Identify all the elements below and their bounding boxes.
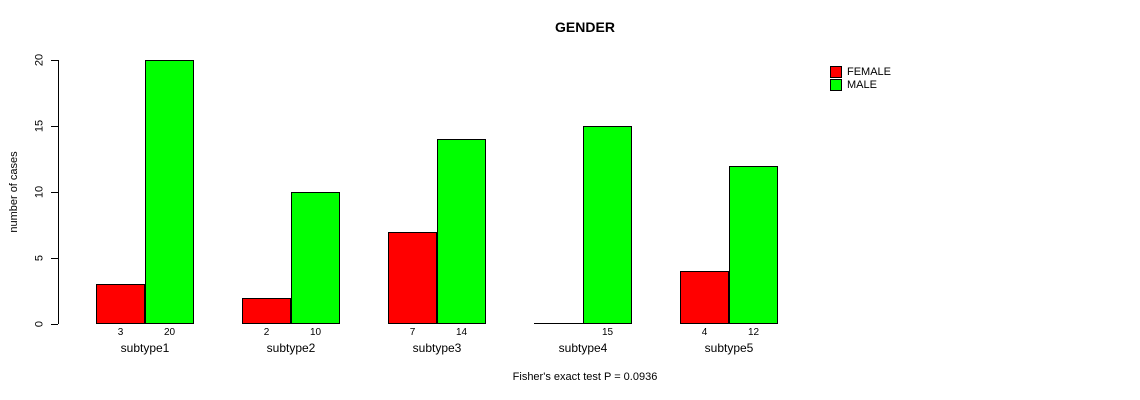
- y-tick-label-15: 15: [33, 119, 46, 133]
- legend-label-male: MALE: [847, 79, 877, 91]
- y-tick-label-0: 0: [33, 320, 46, 328]
- y-axis-tick: [51, 324, 58, 325]
- x-tick-label-subtype1: subtype1: [120, 341, 170, 355]
- x-tick-label-subtype5: subtype5: [704, 341, 754, 355]
- legend-item-male: MALE: [830, 79, 891, 91]
- bar-value-label-male-subtype5: 12: [747, 327, 760, 338]
- bar-value-label-female-subtype3: 7: [409, 327, 416, 338]
- bar-female-subtype3: [388, 232, 437, 324]
- bar-value-label-female-subtype2: 2: [263, 327, 270, 338]
- y-tick-label-20: 20: [33, 53, 46, 67]
- bar-female-subtype5: [680, 271, 729, 324]
- legend-swatch-female: [830, 66, 842, 78]
- legend-swatch-male: [830, 79, 842, 91]
- legend: FEMALE MALE: [830, 66, 891, 91]
- bar-value-label-male-subtype4: 15: [601, 327, 614, 338]
- footnote-text: Fisher's exact test P = 0.0936: [512, 371, 658, 383]
- x-tick-label-subtype2: subtype2: [266, 341, 316, 355]
- bar-value-label-female-subtype5: 4: [701, 327, 708, 338]
- bar-value-label-male-subtype2: 10: [309, 327, 322, 338]
- y-tick-label-5: 5: [33, 254, 46, 262]
- chart-title: GENDER: [555, 19, 615, 35]
- legend-label-female: FEMALE: [847, 66, 892, 78]
- x-tick-label-subtype3: subtype3: [412, 341, 462, 355]
- bar-male-subtype1: [145, 60, 194, 324]
- y-axis-line: [58, 60, 59, 324]
- bar-value-label-male-subtype1: 20: [163, 327, 176, 338]
- bar-male-subtype5: [729, 166, 778, 324]
- bar-male-subtype2: [291, 192, 340, 324]
- bar-female-subtype2: [242, 298, 291, 324]
- bar-value-label-male-subtype3: 14: [455, 327, 468, 338]
- y-axis-tick: [51, 258, 58, 259]
- y-tick-label-10: 10: [33, 185, 46, 199]
- bar-male-subtype3: [437, 139, 486, 324]
- y-axis-tick: [51, 60, 58, 61]
- bar-value-label-female-subtype1: 3: [117, 327, 124, 338]
- bar-female-subtype1: [96, 284, 145, 324]
- y-axis-tick: [51, 126, 58, 127]
- legend-item-female: FEMALE: [830, 66, 891, 78]
- bar-male-subtype4: [583, 126, 632, 324]
- bar-female-subtype4: [534, 323, 583, 324]
- y-axis-tick: [51, 192, 58, 193]
- x-tick-label-subtype4: subtype4: [558, 341, 608, 355]
